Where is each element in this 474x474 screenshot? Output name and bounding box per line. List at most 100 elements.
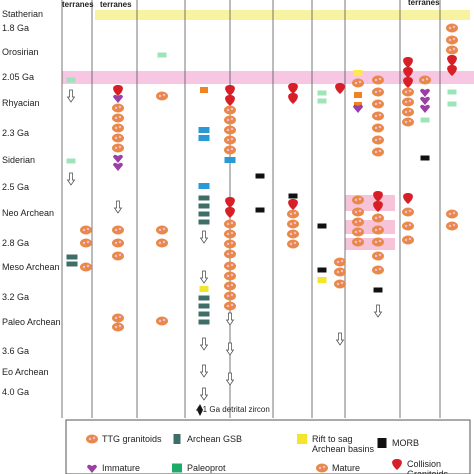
- ttg-dot: [322, 465, 326, 469]
- immature-icon: [420, 96, 430, 105]
- time-label: 3.6 Ga: [2, 346, 30, 356]
- ttg-dot: [421, 78, 425, 82]
- ttg-icon: [112, 313, 124, 323]
- ttg-icon: [372, 147, 384, 157]
- ttg-icon: [352, 207, 364, 217]
- ttg-dot: [162, 93, 166, 97]
- time-label: 3.2 Ga: [2, 292, 30, 302]
- ttg-dot: [293, 211, 297, 215]
- ttg-dot: [86, 264, 90, 268]
- black-icon: [420, 155, 430, 161]
- collision-icon: [373, 201, 383, 212]
- collision-icon: [288, 83, 298, 94]
- collision-icon: [335, 83, 345, 94]
- blue-icon: [198, 183, 210, 189]
- ttg-dot: [340, 269, 344, 273]
- ttg-icon: [372, 99, 384, 109]
- ttg-dot: [114, 106, 118, 110]
- ttg-icon: [402, 221, 414, 231]
- ttg-dot: [118, 145, 122, 149]
- ttg-icon: [156, 225, 168, 235]
- paleoprot-icon: [172, 463, 182, 473]
- ttg-icon: [80, 225, 92, 235]
- ttg-icon: [80, 238, 92, 248]
- black-icon: [255, 207, 265, 213]
- gsb-icon: [198, 219, 210, 225]
- ttg-dot: [230, 303, 234, 307]
- gsb-icon: [66, 261, 78, 267]
- ttg-dot: [82, 228, 86, 232]
- black-icon: [317, 223, 327, 229]
- immature-icon: [353, 104, 363, 113]
- ttg-dot: [230, 273, 234, 277]
- ttg-dot: [82, 265, 86, 269]
- statherian-band: [95, 10, 470, 20]
- time-label: Rhyacian: [2, 98, 40, 108]
- black-icon: [288, 193, 298, 199]
- ttg-dot: [340, 259, 344, 263]
- legend-label: Collision Granitoids: [407, 459, 449, 474]
- collision-icon: [403, 57, 413, 68]
- ttg-dot: [226, 252, 230, 256]
- ttg-icon: [372, 87, 384, 97]
- immature-icon: [113, 154, 123, 163]
- ttg-dot: [230, 293, 234, 297]
- ttg-dot: [226, 108, 230, 112]
- ttg-dot: [374, 102, 378, 106]
- ttg-icon: [372, 111, 384, 121]
- ttg-icon: [334, 267, 346, 277]
- paleoprot-icon: [157, 52, 167, 58]
- ttg-icon: [287, 229, 299, 239]
- black-icon: [255, 173, 265, 179]
- ttg-icon: [287, 209, 299, 219]
- ttg-dot: [378, 77, 382, 81]
- ttg-icon: [372, 237, 384, 247]
- ttg-icon: [352, 227, 364, 237]
- ttg-dot: [404, 100, 408, 104]
- arrow: [225, 372, 235, 386]
- ttg-dot: [226, 118, 230, 122]
- arrow: [199, 387, 209, 401]
- ttg-dot: [82, 241, 86, 245]
- blue-icon: [224, 157, 236, 163]
- ttg-dot: [114, 136, 118, 140]
- ttg-dot: [448, 38, 452, 42]
- legend-label: MORB: [392, 438, 419, 448]
- arrow: [199, 270, 209, 284]
- ttg-dot: [226, 222, 230, 226]
- ttg-dot: [354, 198, 358, 202]
- ttg-icon: [352, 195, 364, 205]
- ttg-dot: [452, 47, 456, 51]
- ttg-dot: [226, 284, 230, 288]
- ttg-dot: [118, 105, 122, 109]
- ttg-dot: [374, 150, 378, 154]
- arrow: [225, 312, 235, 326]
- ttg-dot: [374, 78, 378, 82]
- collision-icon: [225, 95, 235, 106]
- ttg-dot: [378, 125, 382, 129]
- ttg-dot: [374, 254, 378, 258]
- ttg-dot: [226, 148, 230, 152]
- ttg-dot: [114, 126, 118, 130]
- ttg-icon: [112, 143, 124, 153]
- ttg-icon: [352, 217, 364, 227]
- immature-icon: [420, 88, 430, 97]
- time-label: Neo Archean: [2, 208, 55, 218]
- ttg-icon: [446, 221, 458, 231]
- collision-icon: [447, 65, 457, 76]
- ttg-dot: [404, 120, 408, 124]
- ttg-dot: [226, 232, 230, 236]
- ttg-dot: [289, 222, 293, 226]
- ttg-dot: [226, 128, 230, 132]
- ttg-dot: [158, 319, 162, 323]
- arrow: [199, 364, 209, 378]
- time-label: 2.5 Ga: [2, 182, 30, 192]
- ttg-icon: [112, 238, 124, 248]
- paleoprot-icon: [317, 90, 327, 96]
- ttg-dot: [358, 197, 362, 201]
- ttg-dot: [114, 316, 118, 320]
- ttg-dot: [452, 37, 456, 41]
- header: terranes: [408, 0, 440, 7]
- ttg-dot: [230, 221, 234, 225]
